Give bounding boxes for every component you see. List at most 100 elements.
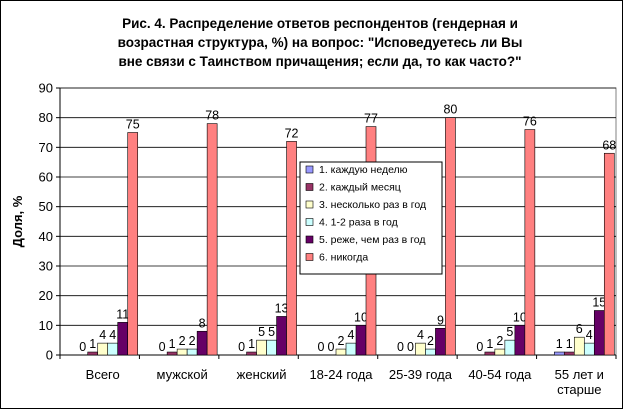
data-label: 0 bbox=[159, 340, 166, 354]
bar bbox=[276, 316, 287, 356]
bar bbox=[87, 351, 99, 356]
bar bbox=[335, 348, 347, 356]
data-label: 78 bbox=[205, 109, 219, 123]
bar bbox=[256, 339, 267, 356]
y-tick-label: 20 bbox=[39, 288, 53, 303]
data-label: 80 bbox=[443, 103, 457, 117]
bar bbox=[266, 339, 277, 356]
data-label: 1 bbox=[169, 337, 176, 351]
legend-entry: 3. несколько раз в год bbox=[319, 199, 426, 211]
data-label: 11 bbox=[116, 307, 129, 321]
category-label: Всего bbox=[86, 367, 120, 382]
data-label: 4 bbox=[348, 328, 355, 342]
data-label: 0 bbox=[79, 340, 86, 354]
category-label: женский bbox=[237, 367, 287, 382]
data-label: 10 bbox=[513, 310, 527, 324]
legend-swatch bbox=[305, 165, 314, 174]
data-label: 4 bbox=[99, 328, 106, 342]
bar bbox=[107, 342, 119, 356]
data-label: 76 bbox=[523, 115, 537, 129]
data-label: 0 bbox=[476, 340, 483, 354]
bar bbox=[166, 351, 178, 356]
legend-entry: 1. каждую неделю bbox=[319, 164, 408, 176]
bar bbox=[524, 129, 536, 356]
bar bbox=[563, 351, 575, 356]
data-label: 0 bbox=[318, 340, 325, 354]
bar bbox=[355, 325, 367, 356]
category-label: 25-39 года bbox=[389, 367, 453, 382]
y-tick-label: 40 bbox=[39, 229, 53, 244]
bar bbox=[286, 141, 297, 356]
bar bbox=[117, 322, 129, 356]
bar bbox=[435, 327, 446, 356]
bar bbox=[553, 351, 565, 356]
bar bbox=[504, 339, 516, 356]
legend-entry: 6. никогда bbox=[319, 252, 368, 264]
y-tick-label: 80 bbox=[39, 110, 53, 125]
category-label: старше bbox=[557, 382, 601, 397]
data-label: 1 bbox=[89, 337, 96, 351]
data-label: 75 bbox=[126, 118, 140, 132]
data-label: 0 bbox=[238, 340, 245, 354]
legend-swatch bbox=[305, 183, 314, 191]
y-tick-label: 60 bbox=[39, 170, 53, 185]
y-tick-label: 10 bbox=[39, 318, 53, 333]
y-tick-label: 50 bbox=[39, 199, 53, 214]
data-label: 4 bbox=[586, 328, 593, 342]
bar bbox=[593, 310, 605, 356]
data-label: 2 bbox=[427, 334, 434, 348]
data-label: 9 bbox=[437, 313, 444, 327]
legend-swatch bbox=[305, 200, 314, 209]
bar bbox=[425, 348, 436, 356]
bar bbox=[196, 330, 208, 356]
category-label: 40-54 года bbox=[468, 367, 532, 382]
category-label: 18-24 года bbox=[309, 367, 373, 382]
y-axis-title: Доля, % bbox=[10, 195, 25, 247]
y-tick-label: 70 bbox=[39, 140, 53, 155]
data-label: 6 bbox=[576, 322, 583, 336]
bar bbox=[573, 336, 585, 356]
bar bbox=[603, 152, 615, 356]
bar bbox=[514, 325, 526, 356]
legend-entry: 4. 1-2 раза в год bbox=[319, 217, 398, 229]
y-tick-label: 30 bbox=[39, 259, 53, 274]
bar bbox=[97, 342, 109, 356]
data-label: 1 bbox=[566, 337, 573, 351]
bar bbox=[583, 342, 595, 356]
data-label: 13 bbox=[275, 301, 289, 315]
legend-swatch bbox=[305, 253, 314, 261]
data-label: 8 bbox=[199, 316, 206, 330]
data-label: 1 bbox=[556, 337, 563, 351]
data-label: 15 bbox=[592, 296, 606, 310]
bar bbox=[186, 348, 198, 356]
legend bbox=[299, 161, 443, 275]
data-label: 10 bbox=[354, 310, 368, 324]
bar bbox=[345, 342, 357, 356]
data-label: 2 bbox=[496, 334, 503, 348]
data-label: 2 bbox=[189, 334, 196, 348]
y-tick-label: 90 bbox=[39, 81, 53, 96]
legend-swatch bbox=[305, 218, 314, 226]
data-label: 77 bbox=[364, 112, 378, 126]
data-label: 5 bbox=[506, 325, 513, 339]
bar bbox=[246, 351, 257, 356]
data-label: 0 bbox=[397, 340, 404, 354]
data-label: 0 bbox=[328, 340, 335, 354]
bar bbox=[445, 117, 456, 356]
data-label: 5 bbox=[258, 325, 265, 339]
y-tick-label: 0 bbox=[46, 348, 53, 363]
chart-title: Рис. 4. Распределение ответов респондент… bbox=[40, 14, 600, 71]
legend-entry: 2. каждый месяц bbox=[319, 182, 401, 194]
bar bbox=[484, 351, 496, 356]
data-label: 4 bbox=[417, 328, 424, 342]
data-label: 1 bbox=[248, 337, 255, 351]
category-label: 55 лет и bbox=[555, 367, 604, 382]
chart-title-line-3: вне связи с Таинством причащения; если д… bbox=[118, 54, 522, 69]
chart-title-line-2: возрастная структура, %) на вопрос: "Исп… bbox=[117, 35, 523, 50]
data-label: 4 bbox=[109, 328, 116, 342]
data-label: 2 bbox=[338, 334, 345, 348]
data-label: 0 bbox=[407, 340, 414, 354]
bar bbox=[127, 132, 139, 356]
data-label: 68 bbox=[602, 138, 616, 152]
bar bbox=[415, 342, 426, 356]
